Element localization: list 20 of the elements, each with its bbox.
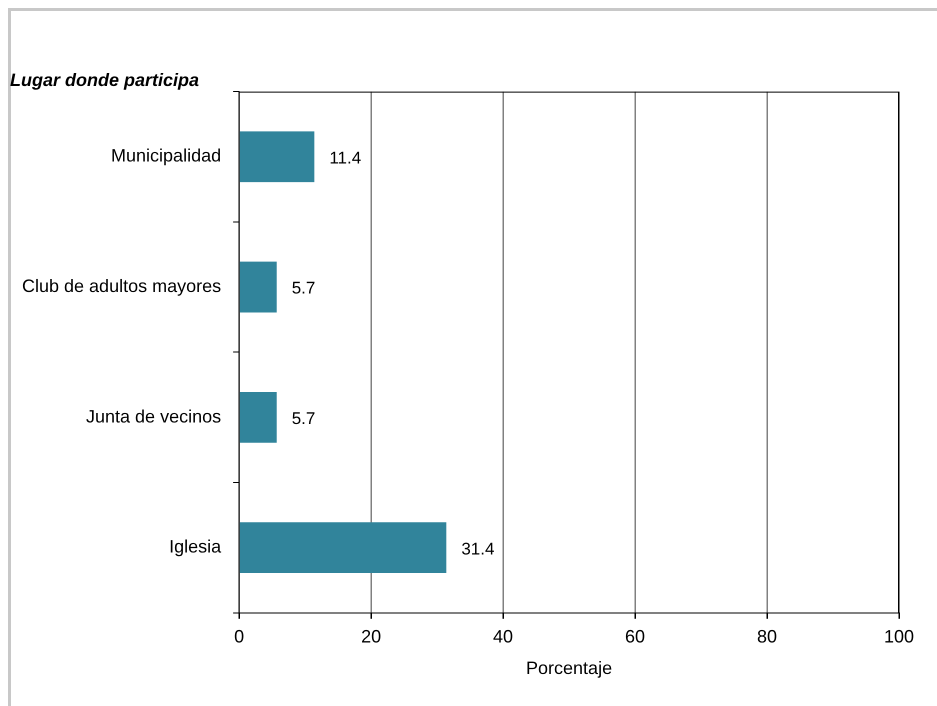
x-tick-label: 80 [757,626,778,647]
data-label: 31.4 [461,539,494,558]
bar [240,262,277,312]
x-tick-label: 20 [361,626,382,647]
data-label: 11.4 [329,148,362,168]
x-tick-label: 0 [234,626,244,647]
y-tick-label: Iglesia [169,536,222,557]
x-tick-label: 40 [493,626,514,647]
x-tick-label: 60 [625,626,646,647]
y-tick-label: Junta de vecinos [86,406,222,426]
data-label: 5.7 [292,278,316,298]
y-tick-label: Municipalidad [111,146,222,166]
bar [240,392,277,443]
data-label: 5.7 [292,409,316,428]
bar [240,522,446,574]
x-tick-label: 100 [884,626,914,647]
y-tick-label: Club de adultos mayores [22,276,222,296]
chart-title: Lugar donde participa [10,70,200,90]
bar [240,131,314,182]
x-axis-title: Porcentaje [526,658,612,678]
